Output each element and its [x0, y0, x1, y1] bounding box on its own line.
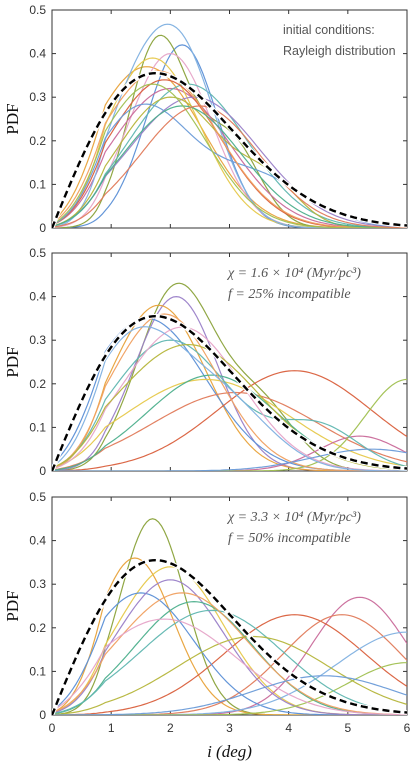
series-line-10 — [52, 378, 407, 471]
series-line-1 — [52, 66, 407, 228]
series-line-4 — [52, 52, 407, 228]
reference-curve — [52, 558, 407, 715]
y-tick-label: 0.5 — [29, 490, 46, 504]
annotation: χ = 1.6 × 10⁴ (Myr/pc³) f = 25% incompati… — [226, 266, 361, 302]
reference-curve-halo — [52, 557, 407, 715]
annotation-line: f = 50% incompatible — [228, 531, 351, 546]
series-line-2 — [52, 44, 407, 228]
y-tick-label: 0 — [39, 708, 46, 722]
y-tick-label: 0.2 — [29, 377, 46, 391]
annotation-line: initial conditions: — [283, 23, 375, 37]
series-line-16 — [52, 105, 407, 228]
series-line-5 — [52, 614, 407, 715]
annotation-line: f = 25% incompatible — [228, 287, 351, 302]
series-line-14 — [52, 326, 407, 471]
panel-3: 0 0.1 0.2 0.3 0.4 0.5 0 1 2 3 4 5 6 PDF i (deg) χ = 3.3… — [3, 490, 411, 761]
annotation-line: Rayleigh distribution — [283, 44, 396, 58]
series-line-15 — [52, 343, 407, 471]
annotation: initial conditions: Rayleigh distribution — [283, 23, 396, 58]
series-line-16 — [52, 448, 407, 471]
x-tick-label: 3 — [226, 721, 233, 735]
x-tick-label: 1 — [108, 721, 115, 735]
x-tick-label: 5 — [344, 721, 351, 735]
y-axis-label: PDF — [3, 590, 22, 621]
plot-frame — [51, 496, 408, 716]
x-axis-label: i (deg) — [207, 742, 252, 761]
series-line-15 — [52, 83, 407, 228]
panel-2: 0 0.1 0.2 0.3 0.4 0.5 PDF χ = 1.6 × 10⁴ (Myr/pc… — [3, 246, 408, 478]
series-line-8 — [52, 23, 407, 228]
series-line-6 — [52, 614, 407, 715]
y-tick-label: 0.4 — [29, 290, 46, 304]
y-tick-label: 0.5 — [29, 246, 46, 260]
series-line-13 — [52, 70, 407, 228]
annotation-line: χ = 3.3 × 10⁴ (Myr/pc³) — [226, 510, 361, 525]
y-tick-label: 0 — [39, 221, 46, 235]
series-line-9 — [52, 374, 407, 471]
series-line-6 — [52, 57, 407, 228]
series-line-12 — [52, 313, 407, 471]
y-axis-label: PDF — [3, 346, 22, 377]
y-tick-label: 0.3 — [29, 333, 46, 347]
reference-curve — [52, 71, 407, 228]
series-line-11 — [52, 662, 407, 715]
series-line-16 — [52, 675, 407, 715]
y-tick-label: 0.1 — [29, 420, 46, 434]
series-line-4 — [52, 596, 407, 715]
series-line-8 — [52, 631, 407, 715]
y-tick-label: 0.5 — [29, 3, 46, 17]
annotation: χ = 3.3 × 10⁴ (Myr/pc³) f = 50% incompati… — [226, 510, 361, 546]
series-line-14 — [52, 105, 407, 228]
x-tick-label: 6 — [404, 721, 411, 735]
y-tick-label: 0.4 — [29, 47, 46, 61]
y-axis-label: PDF — [3, 103, 22, 134]
panel-1: 0 0.1 0.2 0.3 0.4 0.5 PDF initial conditions: Ra… — [3, 3, 408, 235]
series-line-13 — [52, 592, 407, 715]
x-tick-label: 2 — [167, 721, 174, 735]
x-tick-label: 0 — [49, 721, 56, 735]
y-tick-label: 0.1 — [29, 177, 46, 191]
y-tick-label: 0.3 — [29, 577, 46, 591]
series-line-6 — [52, 370, 407, 471]
series-line-5 — [52, 378, 407, 470]
y-tick-label: 0.3 — [29, 90, 46, 104]
x-tick-label: 4 — [285, 721, 292, 735]
series-line-11 — [52, 96, 407, 228]
y-tick-label: 0.4 — [29, 534, 46, 548]
series-line-10 — [52, 96, 407, 228]
series-line-1 — [52, 518, 407, 715]
annotation-line: χ = 1.6 × 10⁴ (Myr/pc³) — [226, 266, 361, 281]
series-line-11 — [52, 339, 407, 469]
y-tick-label: 0.2 — [29, 134, 46, 148]
series-line-3 — [52, 566, 407, 715]
series-line-15 — [52, 618, 407, 715]
y-tick-label: 0.1 — [29, 664, 46, 678]
y-tick-label: 0.2 — [29, 621, 46, 635]
plot-frame — [51, 9, 408, 229]
y-tick-label: 0 — [39, 464, 46, 478]
series-line-7 — [52, 391, 407, 471]
series-line-2 — [52, 295, 407, 471]
reference-curve — [52, 314, 407, 471]
series-line-2 — [52, 557, 407, 715]
